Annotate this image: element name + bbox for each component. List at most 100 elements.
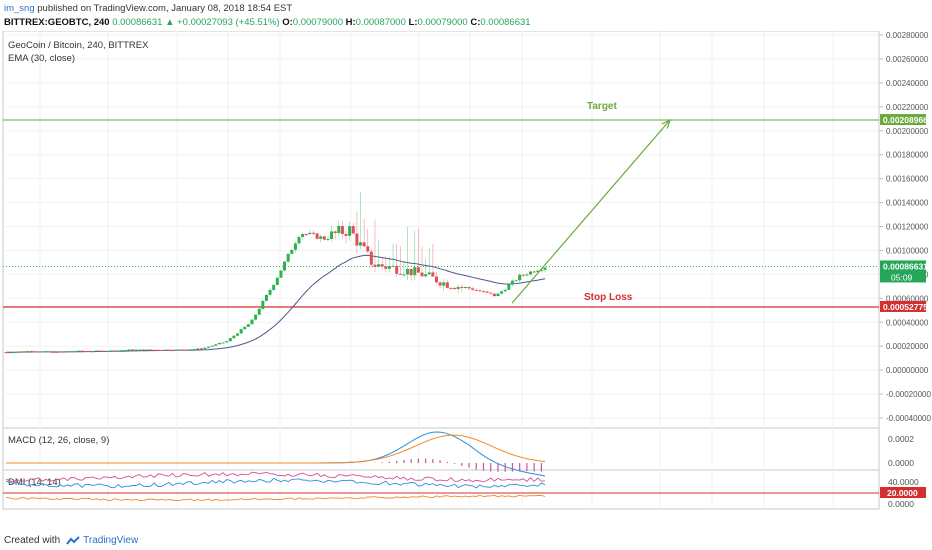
candle-body <box>199 348 203 350</box>
candle-body <box>91 351 95 353</box>
candle-body <box>120 350 124 352</box>
candle-body <box>80 350 84 352</box>
time-tick-label: 5 <box>417 513 422 515</box>
ema-path <box>6 254 546 353</box>
candle-body <box>261 300 265 309</box>
candle-body <box>58 351 62 353</box>
candle-body <box>73 351 77 353</box>
candle-body <box>283 261 287 271</box>
candle-body <box>275 277 279 285</box>
candle-body <box>55 351 59 353</box>
candle-body <box>348 226 352 236</box>
candle-body <box>279 270 283 278</box>
author-link[interactable]: im_sng <box>4 3 35 14</box>
stop-loss-label: Stop Loss <box>584 292 633 303</box>
candle-body <box>8 352 12 354</box>
candle-body <box>76 350 80 352</box>
projection-arrow[interactable] <box>511 118 672 304</box>
candle-body <box>170 350 174 352</box>
time-tick-label: 17 <box>828 513 838 515</box>
candle-body <box>178 349 182 351</box>
price-tick-label: -0.00020000 <box>886 390 931 399</box>
tradingview-brand[interactable]: TradingView <box>66 535 138 546</box>
candle-body <box>51 351 55 353</box>
candle-body <box>500 291 504 294</box>
candle-body <box>507 284 511 290</box>
candle-body <box>69 351 73 353</box>
price-tick-label: 0.00280000 <box>886 31 929 40</box>
candle-body <box>463 286 467 288</box>
candle-body <box>156 349 160 351</box>
current-price-tag-text: 0.00086631 <box>883 261 928 271</box>
candle-body <box>160 350 164 352</box>
candle-body <box>362 242 366 247</box>
current-price-tag <box>880 260 926 283</box>
projection-line <box>511 119 671 304</box>
dmi-legend: DMI (14, 14) <box>8 477 61 488</box>
price-tick-label: 0.00180000 <box>886 151 929 160</box>
candle-body <box>460 286 464 288</box>
candle-body <box>337 225 341 234</box>
candle-body <box>4 352 8 354</box>
gridlines <box>3 31 879 509</box>
candle-body <box>330 231 334 239</box>
candle-body <box>489 292 493 294</box>
price-tick-label: 0.00220000 <box>886 103 929 112</box>
macd-legend: MACD (12, 26, close, 9) <box>8 435 109 446</box>
candle-body <box>308 232 312 235</box>
candle-body <box>391 265 395 267</box>
candle-body <box>514 280 518 282</box>
candle-body <box>131 349 135 351</box>
candle-body <box>232 335 236 339</box>
candle-body <box>301 233 305 237</box>
candle-body <box>467 286 471 289</box>
published-text: published on TradingView.com, January 08… <box>37 3 293 14</box>
candle-body <box>217 342 221 345</box>
candles <box>4 191 547 354</box>
ema-line <box>6 254 546 353</box>
candle-body <box>384 266 388 269</box>
chart-area[interactable]: 0.00280000 0.00260000 0.00240000 0.00220000… <box>0 30 932 523</box>
up-triangle-icon: ▲ <box>165 17 175 28</box>
candle-body <box>214 344 218 346</box>
candle-body <box>44 351 48 353</box>
price-pane[interactable] <box>2 30 880 429</box>
arrow-head <box>661 118 672 129</box>
candle-body <box>424 274 428 277</box>
candle-body <box>105 351 109 353</box>
candle-body <box>395 265 399 274</box>
candle-body <box>221 342 225 344</box>
candle-body <box>22 351 26 353</box>
adx-line <box>5 494 546 502</box>
candle-body <box>398 273 402 275</box>
created-with-text: Created with <box>4 535 61 546</box>
change-value: +0.00027093 (+45.51%) <box>177 17 280 28</box>
dmi-pane[interactable] <box>2 469 880 510</box>
candle-body <box>11 352 15 354</box>
candle-body <box>228 338 232 342</box>
candle-body <box>163 349 167 351</box>
ema-legend: EMA (30, close) <box>8 53 75 64</box>
candle-body <box>145 349 149 351</box>
candle-body <box>445 282 449 288</box>
candle-body <box>543 267 547 270</box>
time-tick-label: 12 <box>655 513 665 515</box>
candle-body <box>525 274 529 276</box>
macd-pane[interactable] <box>2 427 880 471</box>
candle-body <box>109 350 113 352</box>
macd-tick-top: 0.0002 <box>888 434 914 444</box>
close-value: 0.00086631 <box>480 17 531 28</box>
candle-body <box>37 351 41 353</box>
candle-body <box>503 289 507 292</box>
candle-body <box>359 242 363 246</box>
time-tick-label: 25 <box>35 513 45 515</box>
candle-body <box>293 243 297 250</box>
price-tick-label: 0.00120000 <box>886 223 929 232</box>
price-tick-label: 0.00200000 <box>886 127 929 136</box>
candle-body <box>123 349 127 351</box>
tradingview-logo-icon <box>66 535 80 545</box>
candle-body <box>290 249 294 254</box>
time-tick-label: 13:00 <box>459 513 481 515</box>
chart-svg[interactable]: 0.00280000 0.00260000 0.00240000 0.00220000… <box>0 30 932 523</box>
candle-body <box>434 276 438 283</box>
